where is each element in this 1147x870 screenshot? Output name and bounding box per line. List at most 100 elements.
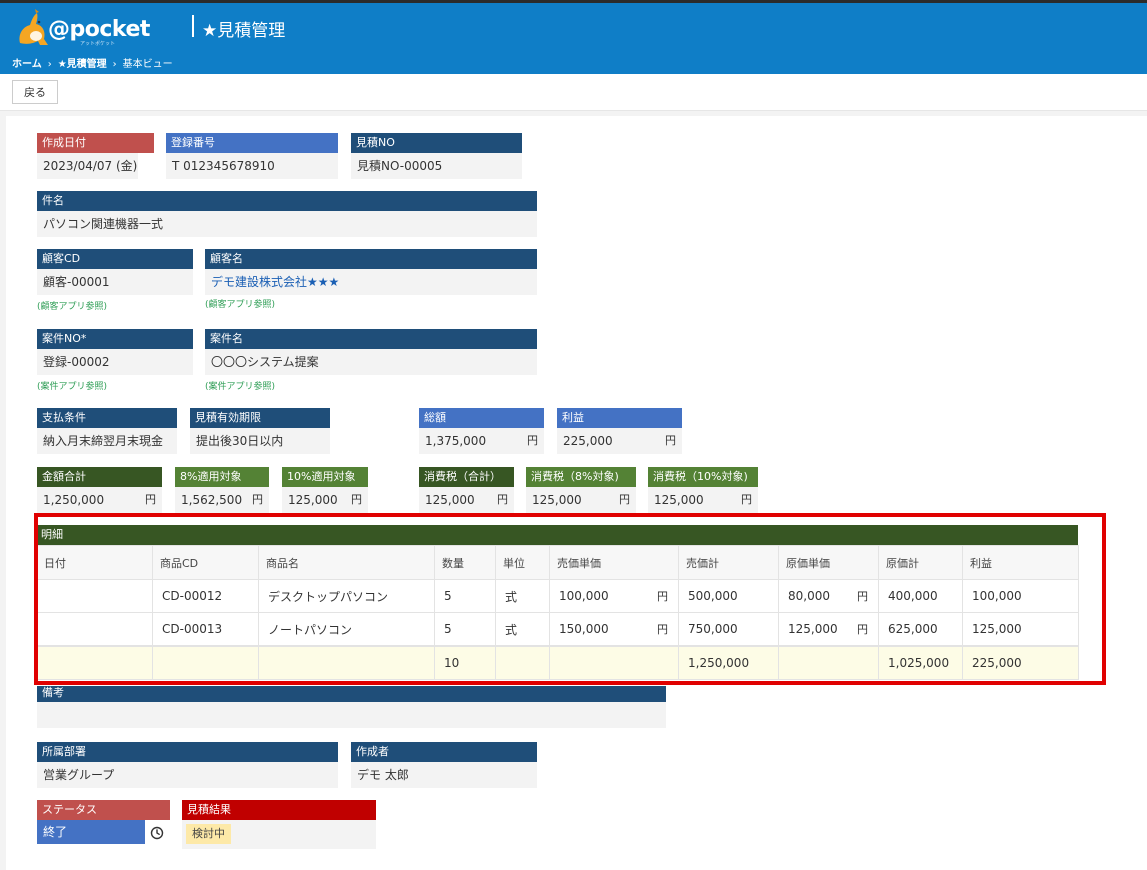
field-value: 納入月末締翌月末現金 [37,428,177,454]
cell-qty: 5 [434,579,496,613]
breadcrumb-home[interactable]: ホーム [12,59,42,70]
customer-name-link[interactable]: デモ建設株式会社★★★ [211,275,340,289]
field-customer-name: 顧客名 デモ建設株式会社★★★ (顧客アプリ参照) [205,249,537,310]
detail-table-label: 明細 [36,525,1078,545]
logo-text: @pocket [48,17,150,42]
field-label: 登録番号 [166,133,338,153]
toolbar: 戻る [0,74,1147,111]
highlight-frame [34,513,1106,685]
field-value: 検討中 [182,820,376,849]
cell-profit: 100,000 [962,579,1079,613]
field-label: 利益 [557,408,682,428]
cell-sales: 500,000 [678,579,779,613]
field-created-date: 作成日付 2023/04/07 (金) [37,133,154,179]
field-label: 作成日付 [37,133,154,153]
lookup-note: (案件アプリ参照) [205,382,276,392]
col-header-cost-total: 原価計 [878,545,963,580]
amount: 125,000 [425,493,475,507]
amount: 125,000 [654,493,704,507]
field-project-name: 案件名 〇〇〇システム提案 (案件アプリ参照) [205,329,537,392]
detail-table: 日付 商品CD 商品名 数量 単位 売価単価 売価計 原価単価 原価計 利益 C… [36,545,1079,680]
status-value[interactable]: 終了 [37,820,145,844]
field-label: 作成者 [351,742,537,762]
field-value: 1,250,000 円 [37,487,162,513]
amount: 125,000 [532,493,582,507]
cell-name: デスクトップパソコン [258,579,435,613]
field-payment: 支払条件 納入月末締翌月末現金 [37,408,177,454]
cell-empty [549,645,679,680]
kangaroo-logo-icon[interactable] [12,9,152,49]
field-quote-no: 見積NO 見積NO-00005 [351,133,522,179]
cell-qty: 5 [434,612,496,647]
app-header: @pocket アットポケット ★見積管理 ホーム › ★見積管理 › 基本ビュー [0,3,1147,74]
top-strip [0,0,1147,3]
field-total: 総額 1,375,000 円 [419,408,544,454]
clock-icon[interactable] [150,826,164,840]
field-label: 案件名 [205,329,537,349]
unit-yen: 円 [857,590,868,603]
amount: 1,375,000 [425,434,487,448]
amount: 1,250,000 [43,493,105,507]
table-row: CD-00013 ノートパソコン 5 式 150,000 円 750,000 12… [36,612,1079,647]
breadcrumb-view: 基本ビュー [122,59,173,70]
field-value: 提出後30日以内 [190,428,330,454]
cell-empty [36,645,153,680]
field-value: 営業グループ [37,762,338,788]
field-label: 顧客名 [205,249,537,269]
col-header-price: 売価単価 [549,545,679,580]
cell-unit: 式 [495,579,550,613]
field-value: 125,000 円 [282,487,368,513]
cell-date [36,612,153,647]
cell-code: CD-00012 [152,579,259,613]
unit-yen: 円 [351,493,362,506]
field-value: 〇〇〇システム提案 [205,349,537,375]
cell-empty [152,645,259,680]
unit-yen: 円 [665,434,676,447]
breadcrumb-app[interactable]: ★見積管理 [57,59,107,70]
amount: 100,000 [559,589,609,603]
field-subject: 件名 パソコン関連機器一式 [37,191,537,237]
logo-subtext: アットポケット [80,41,116,47]
field-value: 225,000 円 [557,428,682,454]
breadcrumb-separator: › [47,59,52,70]
col-header-cost: 原価単価 [778,545,879,580]
detail-header-row: 日付 商品CD 商品名 数量 単位 売価単価 売価計 原価単価 原価計 利益 [36,545,1079,580]
unit-yen: 円 [619,493,630,506]
cell-profit: 125,000 [962,612,1079,647]
cell-empty [778,645,879,680]
amount: 225,000 [563,434,613,448]
field-tax8: 消費税（8%対象) 125,000 円 [526,467,636,513]
field-result: 見積結果 検討中 [182,800,376,849]
field-value: 顧客-00001 [37,269,193,295]
field-label: 見積有効期限 [190,408,330,428]
field-label: 件名 [37,191,537,211]
field-validity: 見積有効期限 提出後30日以内 [190,408,330,454]
col-header-qty: 数量 [434,545,496,580]
field-label: 金額合計 [37,467,162,487]
unit-yen: 円 [657,590,668,603]
field-status: ステータス 終了 [37,800,170,844]
field-value: 125,000 円 [648,487,758,513]
field-remarks: 備考 [37,686,666,728]
unit-yen: 円 [741,493,752,506]
total-profit: 225,000 [962,645,1079,680]
field-label: 消費税（10%対象) [648,467,758,487]
field-label: ステータス [37,800,170,820]
field-value: 125,000 円 [526,487,636,513]
total-sales: 1,250,000 [678,645,779,680]
cell-price: 100,000 円 [549,579,679,613]
field-label: 支払条件 [37,408,177,428]
field-target10: 10%適用対象 125,000 円 [282,467,368,513]
col-header-unit: 単位 [495,545,550,580]
field-label: 備考 [37,686,666,702]
back-button[interactable]: 戻る [12,80,58,104]
unit-yen: 円 [657,623,668,636]
field-label: 所属部署 [37,742,338,762]
field-value [37,702,666,728]
totals-row: 10 1,250,000 1,025,000 225,000 [36,645,1079,680]
cell-price: 150,000 円 [549,612,679,647]
field-label: 見積NO [351,133,522,153]
lookup-note: (案件アプリ参照) [37,382,108,392]
cell-code: CD-00013 [152,612,259,647]
field-value: 1,375,000 円 [419,428,544,454]
